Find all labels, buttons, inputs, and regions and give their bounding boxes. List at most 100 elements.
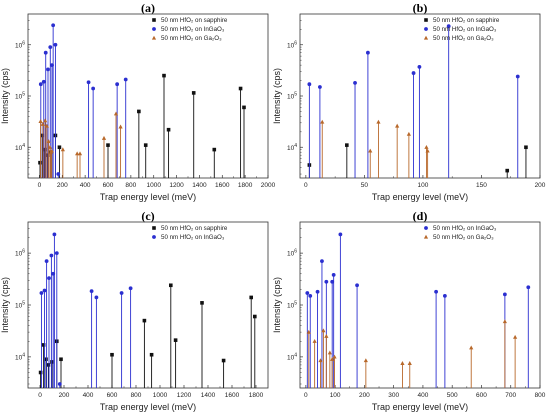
data-point xyxy=(52,232,57,237)
data-point xyxy=(49,148,54,153)
data-point xyxy=(143,143,148,147)
data-point xyxy=(46,139,51,144)
data-point xyxy=(45,153,50,157)
x-tick-label: 1600 xyxy=(215,182,230,189)
y-tick-label: 106 xyxy=(287,40,297,49)
data-point xyxy=(327,350,332,355)
legend-marker xyxy=(424,226,428,230)
panel-label: (b) xyxy=(413,1,428,15)
legend-marker xyxy=(152,226,156,230)
data-point xyxy=(166,127,171,132)
x-tick-label: 200 xyxy=(359,392,370,399)
data-point xyxy=(200,301,204,305)
x-tick-label: 1000 xyxy=(146,182,161,189)
y-axis-label: Intensity (cps) xyxy=(0,277,10,333)
data-point xyxy=(149,352,154,357)
y-tick-exponent: 4 xyxy=(22,352,25,358)
x-tick-label: 0 xyxy=(304,182,308,189)
legend-marker xyxy=(152,235,156,239)
x-tick-label: 300 xyxy=(388,392,399,399)
data-point xyxy=(94,295,99,300)
data-point xyxy=(42,147,47,152)
x-tick-label: 1400 xyxy=(201,392,216,399)
legend-entry: 50 nm HfO₂ on Ga₂O₃ xyxy=(161,35,222,42)
x-tick-label: 100 xyxy=(417,182,428,189)
data-point xyxy=(142,318,147,323)
y-tick-base: 10 xyxy=(15,42,23,49)
data-point xyxy=(56,172,61,176)
data-point xyxy=(101,135,107,140)
y-tick-exponent: 4 xyxy=(22,143,25,149)
series-sapphire xyxy=(307,143,528,178)
y-tick-base: 10 xyxy=(287,145,295,152)
data-point xyxy=(355,283,359,288)
data-point xyxy=(331,273,336,277)
data-point xyxy=(50,360,54,364)
data-point xyxy=(505,168,510,173)
data-point xyxy=(54,251,59,256)
data-point xyxy=(115,82,120,87)
y-tick-label: 104 xyxy=(287,352,297,361)
legend-entry: 50 nm HfO₂ on sapphire xyxy=(161,17,228,24)
y-tick-exponent: 6 xyxy=(294,40,297,46)
y-tick-label: 105 xyxy=(287,92,297,101)
x-tick-label: 600 xyxy=(107,392,118,399)
x-tick-label: 400 xyxy=(83,392,94,399)
data-point xyxy=(48,45,53,49)
data-point xyxy=(44,357,48,362)
legend-entry: 50 nm HfO₂ on InGaO₃ xyxy=(161,234,225,241)
data-point xyxy=(118,124,123,129)
data-point xyxy=(321,328,326,333)
y-tick-label: 104 xyxy=(287,143,297,152)
data-point xyxy=(173,338,178,342)
data-point xyxy=(406,131,411,136)
y-tick-base: 10 xyxy=(15,303,23,310)
x-tick-label: 0 xyxy=(304,392,308,399)
x-tick-label: 400 xyxy=(80,182,91,189)
legend-marker xyxy=(423,234,429,239)
y-axis-label: Intensity (cps) xyxy=(272,277,282,333)
y-tick-label: 104 xyxy=(15,143,25,152)
series-ingao xyxy=(307,24,520,178)
x-tick-label: 200 xyxy=(57,182,68,189)
legend-entry: 50 nm HfO₂ on InGaO₃ xyxy=(433,26,497,33)
data-point xyxy=(305,291,310,295)
data-point xyxy=(110,352,114,357)
y-tick-base: 10 xyxy=(15,354,23,361)
data-point xyxy=(249,295,253,300)
y-tick-base: 10 xyxy=(287,251,295,258)
x-axis-label: Trap energy level (meV) xyxy=(372,402,468,412)
y-tick-label: 105 xyxy=(15,301,25,310)
series-ingao xyxy=(305,232,531,388)
data-point xyxy=(366,50,370,55)
data-point xyxy=(524,145,528,150)
legend-entry: 50 nm HfO₂ on sapphire xyxy=(161,225,228,232)
data-point xyxy=(91,86,96,91)
data-point xyxy=(162,73,166,78)
legend-marker xyxy=(424,18,428,22)
data-point xyxy=(425,148,430,153)
y-tick-label: 105 xyxy=(15,92,25,101)
x-tick-label: 400 xyxy=(417,392,428,399)
data-point xyxy=(44,123,49,128)
panel-a: (a) 0 200 400 600 800 1000 1200 1400 1600 1800 2000… xyxy=(0,1,276,202)
data-point xyxy=(46,363,51,367)
x-tick-label: 200 xyxy=(59,392,70,399)
y-tick-base: 10 xyxy=(287,354,295,361)
data-point xyxy=(137,109,141,114)
data-point xyxy=(89,289,94,294)
data-point xyxy=(502,292,507,297)
data-point xyxy=(106,143,110,147)
data-point xyxy=(38,160,42,165)
y-axis-label: Intensity (cps) xyxy=(0,68,10,124)
data-point xyxy=(338,232,343,237)
y-tick-exponent: 5 xyxy=(22,92,25,98)
y-tick-base: 10 xyxy=(15,251,23,258)
legend-entry: 50 nm HfO₂ on Ga₂O₃ xyxy=(433,234,494,241)
series-ingao xyxy=(39,232,133,388)
data-point xyxy=(320,259,324,264)
data-point xyxy=(86,80,91,85)
data-point xyxy=(212,147,217,152)
